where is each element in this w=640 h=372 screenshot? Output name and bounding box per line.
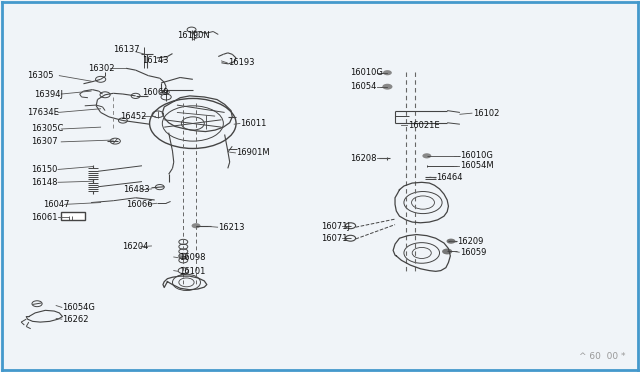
Circle shape [422, 153, 431, 158]
Text: 16098: 16098 [179, 253, 205, 262]
Text: 16069: 16069 [142, 88, 168, 97]
Text: 16193: 16193 [228, 58, 254, 67]
Text: 16148: 16148 [31, 178, 57, 187]
Text: 16137: 16137 [113, 45, 140, 54]
Text: 16071: 16071 [321, 234, 348, 243]
Text: 16262: 16262 [63, 315, 89, 324]
Text: 16021E: 16021E [408, 121, 440, 130]
Text: 16010G: 16010G [351, 68, 383, 77]
Text: 16213: 16213 [218, 223, 244, 232]
Text: 16209: 16209 [457, 237, 483, 246]
Text: ^ 60  00 *: ^ 60 00 * [579, 352, 625, 361]
Circle shape [447, 238, 456, 244]
Text: 16204: 16204 [122, 242, 148, 251]
Text: 16054M: 16054M [460, 161, 493, 170]
Text: 16054: 16054 [351, 82, 377, 91]
Text: 16061: 16061 [31, 213, 57, 222]
Text: 16901M: 16901M [236, 148, 269, 157]
Text: 16054G: 16054G [63, 303, 95, 312]
Text: 16071J: 16071J [321, 222, 350, 231]
Text: 16483: 16483 [123, 185, 150, 194]
Text: 16208: 16208 [351, 154, 377, 163]
Circle shape [442, 248, 452, 254]
Text: 16066: 16066 [126, 200, 153, 209]
Text: 16464: 16464 [436, 173, 463, 182]
Bar [61, 212, 84, 220]
Text: 16302: 16302 [88, 64, 115, 73]
Text: 16011: 16011 [241, 119, 267, 128]
Circle shape [383, 70, 392, 75]
Text: 16394J: 16394J [34, 90, 63, 99]
Text: 16452: 16452 [120, 112, 146, 121]
Text: 16305C: 16305C [31, 125, 63, 134]
Text: 16190N: 16190N [177, 31, 210, 40]
Circle shape [191, 223, 200, 228]
Text: 16059: 16059 [460, 248, 486, 257]
Text: 16047: 16047 [44, 200, 70, 209]
Circle shape [382, 84, 392, 90]
Text: 16101: 16101 [179, 267, 205, 276]
Text: 17634E: 17634E [28, 108, 60, 117]
Text: 16150: 16150 [31, 165, 57, 174]
Text: 16010G: 16010G [460, 151, 493, 160]
Text: 16143: 16143 [142, 57, 168, 65]
Text: 16307: 16307 [31, 137, 58, 146]
Text: 16305: 16305 [28, 71, 54, 80]
Text: 16102: 16102 [472, 109, 499, 118]
